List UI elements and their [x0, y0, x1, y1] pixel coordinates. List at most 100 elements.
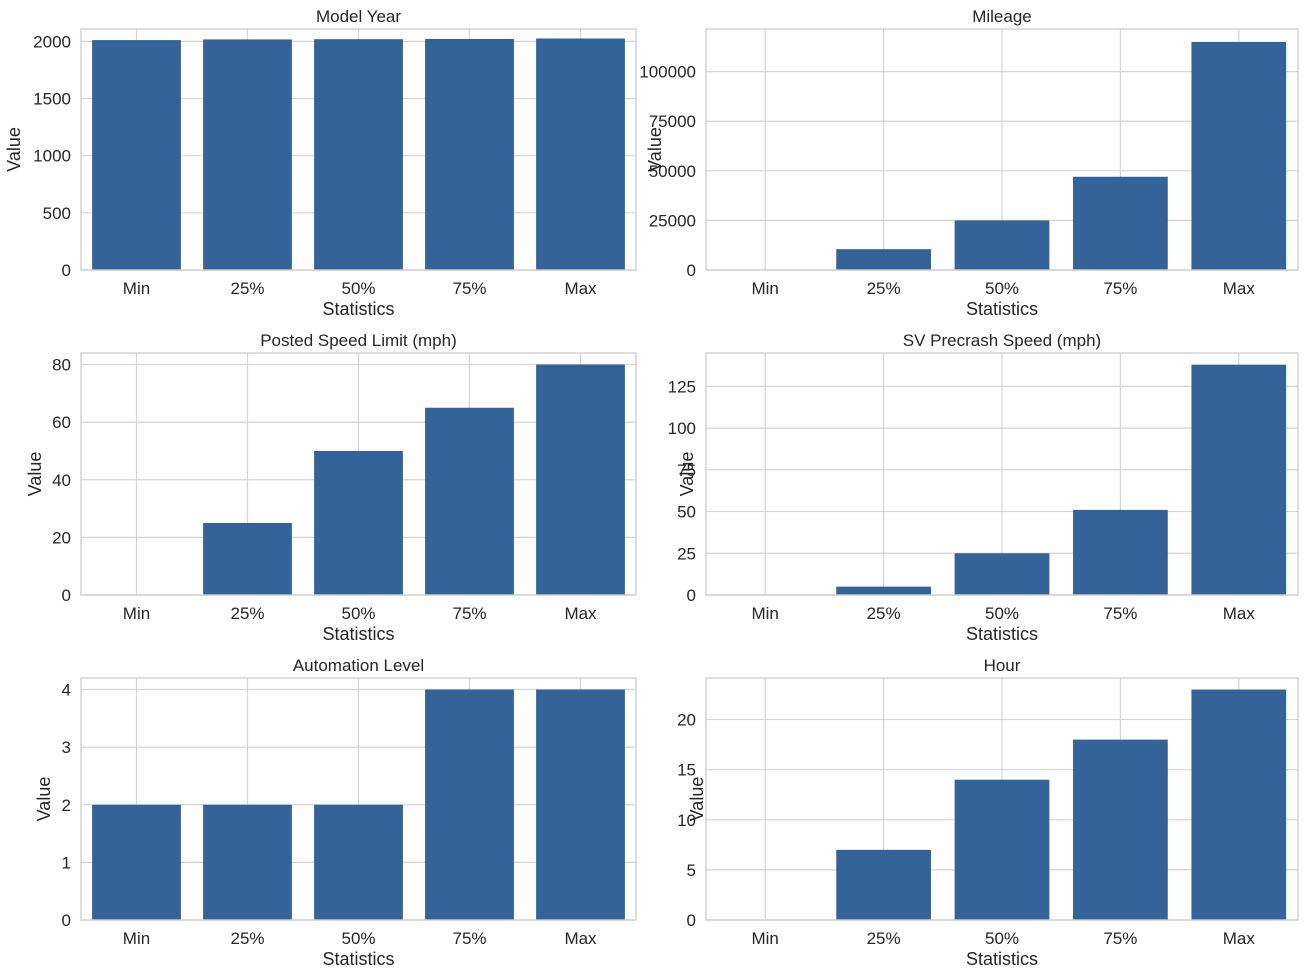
chart-title: Model Year: [316, 7, 401, 26]
bar-50pct: [314, 39, 403, 270]
y-tick-label: 3: [62, 738, 71, 757]
x-tick-label: 25%: [230, 604, 264, 623]
y-tick-label: 15: [677, 761, 696, 780]
chart-panel-4: 0 25 50 75 100 125 Min 25% 50% 75% Max SV Precrash …: [668, 331, 1299, 644]
x-tick-label: 75%: [452, 929, 486, 948]
x-tick-label: Max: [1223, 604, 1256, 623]
x-tick-label: 25%: [867, 279, 901, 298]
chart-title: Automation Level: [293, 656, 424, 675]
bar-75pct: [1073, 176, 1168, 270]
x-axis-label: Statistics: [322, 299, 394, 319]
y-tick-label: 125: [668, 377, 696, 396]
x-axis-label: Statistics: [966, 624, 1038, 644]
y-tick-label: 1: [62, 853, 71, 872]
y-tick-label: 1500: [33, 90, 71, 109]
y-tick-label: 1000: [33, 147, 71, 166]
x-tick-label: Max: [1223, 279, 1256, 298]
x-tick-label: 25%: [230, 929, 264, 948]
y-tick-label: 100000: [639, 63, 696, 82]
x-tick-label: Max: [564, 604, 597, 623]
y-tick-label: 2: [62, 796, 71, 815]
chart-panel-1: 0 500 1000 1500 2000 Min 25% 50% 75% Max Model Yea…: [4, 7, 637, 319]
chart-title: Hour: [984, 656, 1021, 675]
x-tick-label: Max: [564, 929, 597, 948]
bar-25pct: [203, 39, 292, 270]
bar-max: [1191, 689, 1287, 920]
y-tick-label: 25000: [649, 211, 696, 230]
x-tick-label: Min: [123, 279, 150, 298]
x-axis-label: Statistics: [322, 949, 394, 969]
bar-75pct: [425, 407, 514, 595]
plot-frame: [80, 28, 637, 271]
x-tick-label: Max: [1223, 929, 1256, 948]
x-axis-label: Statistics: [322, 624, 394, 644]
y-tick-label: 50000: [649, 162, 696, 181]
x-axis-label: Statistics: [966, 949, 1038, 969]
plot-frame: [705, 352, 1299, 596]
y-tick-label: 0: [687, 586, 696, 605]
x-tick-label: 75%: [1103, 604, 1137, 623]
x-tick-label: 50%: [985, 604, 1019, 623]
bar-25pct: [203, 804, 292, 920]
bar-max: [536, 689, 625, 920]
y-tick-label: 20: [52, 528, 71, 547]
plot-frame: [705, 677, 1299, 921]
bar-max: [536, 364, 625, 595]
chart-title: SV Precrash Speed (mph): [903, 331, 1101, 350]
y-tick-label: 0: [62, 261, 71, 280]
x-tick-label: 75%: [1103, 929, 1137, 948]
x-tick-label: Min: [123, 604, 150, 623]
bar-50pct: [314, 450, 403, 595]
x-tick-label: 75%: [1103, 279, 1137, 298]
bar-25pct: [836, 586, 931, 595]
y-tick-label: 0: [687, 911, 696, 930]
bar-75pct: [1073, 509, 1168, 595]
x-tick-label: 75%: [452, 279, 486, 298]
y-tick-label: 500: [43, 204, 71, 223]
bar-50pct: [954, 553, 1050, 595]
y-tick-label: 2000: [33, 32, 71, 51]
x-tick-label: 50%: [985, 279, 1019, 298]
x-tick-label: 50%: [985, 929, 1019, 948]
chart-panel-6: 0 5 10 15 20 Min 25% 50% 75% Max Hour Statistics Val…: [677, 656, 1299, 969]
plot-frame: [80, 352, 637, 596]
bar-75pct: [425, 689, 514, 920]
chart-panel-2: 0 25000 50000 75000 100000 Min 25% 50% 75% Max Mil…: [639, 7, 1299, 319]
x-tick-label: 50%: [341, 279, 375, 298]
x-tick-label: Min: [751, 279, 778, 298]
bar-max: [1191, 364, 1287, 595]
x-tick-label: Min: [751, 929, 778, 948]
bar-25pct: [836, 249, 931, 270]
y-tick-label: 10: [677, 811, 696, 830]
bar-max: [1191, 41, 1287, 270]
x-tick-label: Min: [751, 604, 778, 623]
bar-50pct: [314, 804, 403, 920]
y-tick-label: 0: [62, 911, 71, 930]
chart-title: Mileage: [972, 7, 1032, 26]
y-axis-label: Value: [677, 452, 697, 497]
y-tick-label: 0: [62, 586, 71, 605]
y-tick-label: 25: [677, 544, 696, 563]
bar-50pct: [954, 220, 1050, 270]
x-tick-label: Max: [564, 279, 597, 298]
y-tick-label: 60: [52, 413, 71, 432]
x-axis-label: Statistics: [966, 299, 1038, 319]
bar-min: [92, 40, 181, 270]
y-tick-label: 75000: [649, 112, 696, 131]
y-tick-label: 20: [677, 711, 696, 730]
y-axis-label: Value: [4, 127, 24, 172]
y-tick-label: 75: [677, 461, 696, 480]
x-tick-label: 75%: [452, 604, 486, 623]
y-tick-label: 0: [687, 261, 696, 280]
y-tick-label: 5: [687, 861, 696, 880]
x-tick-label: 25%: [867, 929, 901, 948]
y-tick-label: 100: [668, 419, 696, 438]
x-tick-label: 25%: [230, 279, 264, 298]
y-tick-label: 4: [62, 681, 71, 700]
x-tick-label: 50%: [341, 604, 375, 623]
plot-frame: [80, 677, 637, 921]
bar-50pct: [954, 779, 1050, 920]
y-axis-label: Value: [25, 452, 45, 497]
x-tick-label: 50%: [341, 929, 375, 948]
